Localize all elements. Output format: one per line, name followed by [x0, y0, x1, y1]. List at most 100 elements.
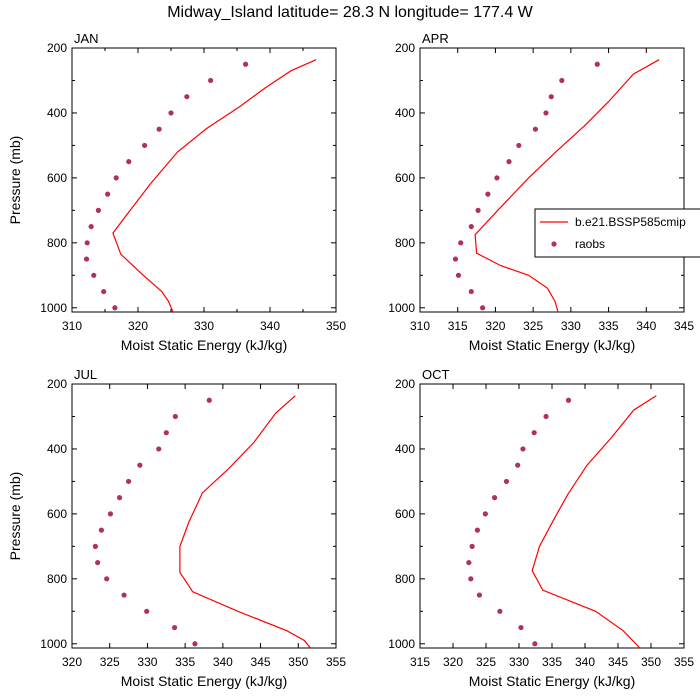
oct-xtick-label: 350: [641, 655, 661, 669]
jul-raobs-point: [171, 624, 178, 631]
jan-raobs-point: [105, 191, 111, 197]
apr-raobs-point: [548, 94, 554, 100]
oct-ytick-label: 600: [395, 507, 415, 521]
apr-xaxis-label: Moist Static Energy (kJ/kg): [469, 337, 636, 353]
oct-raobs-point: [503, 478, 510, 485]
oct-raobs-point: [497, 608, 503, 614]
oct-xaxis-label: Moist Static Energy (kJ/kg): [469, 673, 636, 689]
oct-xtick-label: 320: [443, 655, 463, 669]
oct-xtick-label: 335: [542, 655, 562, 669]
jul-raobs-point: [116, 495, 123, 501]
jan-raobs-point: [184, 94, 190, 100]
jul-panel-label: JUL: [74, 367, 97, 382]
apr-raobs-point: [543, 110, 549, 116]
jan-ytick-label: 400: [47, 106, 67, 120]
jan-xaxis-label: Moist Static Energy (kJ/kg): [121, 337, 288, 353]
jul-xtick-label: 335: [175, 655, 195, 669]
oct-xtick-label: 355: [674, 655, 694, 669]
apr-raobs-point: [516, 142, 522, 149]
apr-xtick-label: 310: [410, 319, 430, 333]
panel-apr: APR 310 315 320 325 330 335 340 345 200 400 600 800 1…: [388, 31, 694, 353]
apr-xtick-label: 335: [599, 319, 619, 333]
jan-raobs-point: [83, 256, 90, 262]
oct-raobs-point: [520, 446, 526, 452]
oct-xtick-label: 315: [410, 655, 430, 669]
apr-raobs-point: [506, 159, 512, 165]
apr-xtick-label: 315: [448, 319, 468, 333]
apr-ytick-label: 400: [395, 106, 415, 120]
oct-model-line: [531, 395, 657, 649]
oct-ytick-label: 800: [395, 572, 415, 586]
apr-xtick-label: 320: [485, 319, 505, 333]
apr-ytick-label: 200: [395, 41, 415, 55]
jul-ytick-label: 600: [47, 507, 67, 521]
oct-xtick-label: 330: [509, 655, 529, 669]
jan-xtick-label: 340: [260, 319, 280, 333]
jul-xtick-label: 325: [100, 655, 120, 669]
jul-raobs-point: [144, 608, 150, 614]
oct-raobs-point: [518, 624, 524, 631]
apr-plot-frame: [419, 47, 685, 313]
apr-ytick-label: 600: [395, 171, 415, 185]
oct-xtick-label: 340: [575, 655, 595, 669]
apr-raobs-point: [594, 61, 600, 67]
jul-yaxis-label: Pressure (mb): [7, 472, 23, 561]
jan-raobs-point: [95, 207, 101, 213]
jan-plot-frame: [71, 47, 337, 313]
apr-raobs-point: [455, 272, 462, 278]
panel-jul: JUL 320 325 330 335 340 345 350 355 200 400 600 800 1…: [7, 367, 346, 689]
jul-plot-frame: [71, 383, 337, 649]
jul-ytick-label: 400: [47, 442, 67, 456]
apr-model-line: [474, 59, 660, 313]
jul-ytick-label: 1000: [40, 637, 67, 651]
apr-raobs-point: [468, 288, 474, 295]
apr-raobs-point: [480, 305, 486, 311]
jul-raobs-point: [192, 641, 198, 647]
oct-raobs-point: [469, 543, 475, 549]
jul-raobs-point: [98, 527, 105, 533]
jul-xtick-label: 320: [62, 655, 82, 669]
oct-xtick-label: 345: [608, 655, 628, 669]
jan-raobs-point: [113, 175, 119, 181]
apr-xtick-label: 325: [523, 319, 543, 333]
apr-raobs-point: [485, 191, 491, 197]
oct-raobs-point: [543, 413, 549, 420]
apr-raobs-point: [559, 77, 565, 84]
apr-ytick-label: 1000: [388, 301, 415, 315]
jan-raobs-point: [142, 142, 148, 149]
jan-raobs-point: [91, 272, 97, 278]
oct-raobs-point: [468, 576, 474, 582]
jan-ytick-label: 800: [47, 236, 67, 250]
oct-raobs-point: [491, 495, 498, 501]
jan-raobs-point: [88, 223, 94, 230]
apr-panel-label: APR: [422, 31, 449, 46]
oct-plot-frame: [419, 383, 685, 649]
legend-raobs-label: raobs: [575, 237, 605, 251]
jul-raobs-point: [104, 576, 110, 582]
jan-raobs-point: [101, 288, 107, 295]
jan-xtick-label: 310: [62, 319, 82, 333]
jan-raobs-point: [112, 305, 118, 311]
oct-raobs-point: [482, 511, 488, 517]
apr-raobs-point: [452, 256, 459, 262]
jan-xtick-label: 320: [128, 319, 148, 333]
oct-raobs-point: [532, 641, 538, 647]
oct-ytick-label: 1000: [388, 637, 415, 651]
oct-panel-label: OCT: [422, 367, 450, 382]
jan-ytick-label: 600: [47, 171, 67, 185]
jan-raobs-point: [208, 77, 214, 84]
jul-raobs-point: [172, 413, 178, 420]
oct-raobs-point: [565, 397, 572, 403]
legend-model-label: b.e21.BSSP585cmip: [575, 215, 686, 229]
jul-model-line: [179, 395, 311, 649]
jan-ytick-label: 1000: [40, 301, 67, 315]
jan-raobs-point: [156, 126, 162, 132]
apr-raobs-point: [468, 223, 474, 230]
jul-raobs-point: [107, 511, 114, 517]
apr-xtick-label: 345: [674, 319, 694, 333]
oct-raobs-point: [474, 527, 481, 533]
jan-yaxis-label: Pressure (mb): [7, 136, 23, 225]
page-title: Midway_Island latitude= 28.3 N longitude…: [167, 4, 533, 21]
apr-xtick-label: 330: [561, 319, 581, 333]
apr-ytick-label: 800: [395, 236, 415, 250]
